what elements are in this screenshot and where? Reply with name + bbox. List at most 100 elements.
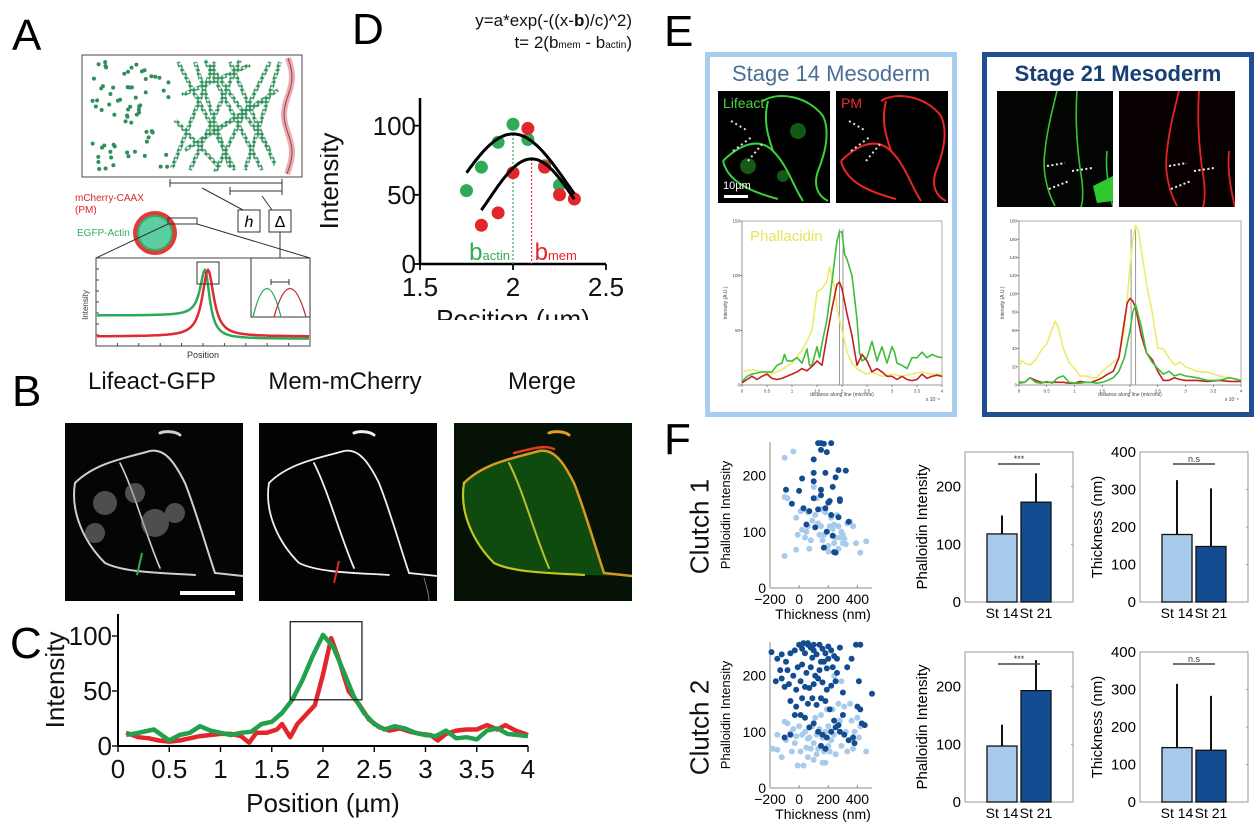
scatter-point-st-21 [809,695,816,702]
y-tick-label: 0 [758,780,766,796]
actin-monomer [96,62,101,67]
actin-monomer-dots [90,60,171,171]
y-axis-label: Intensity [40,632,70,729]
actin-filaments [170,59,282,173]
x-axis-label: Position (µm) [436,304,590,320]
scatter-point-st-21 [810,681,817,688]
actin-monomer [123,119,128,124]
scatter-point-st-21 [809,654,816,661]
bar-st-14 [1161,746,1193,803]
scatter-point-st-21 [803,669,810,676]
y-tick-label: 0 [1014,383,1017,388]
scatter-point-st-14 [838,742,845,749]
scatter-point-st-21 [832,549,839,556]
chart-f-clutch2-intensity-bars: 0 100 200 St 14 St 21 *** Phalloidin Intensity [914,651,1074,821]
actin-monomer [108,91,113,96]
actin-monomer [90,141,95,146]
scatter-point-st-14 [822,759,829,766]
panel-letter-b: B [12,367,42,416]
series-line-phallacidin [741,266,942,378]
scatter-point-st-21 [796,487,803,494]
significance-label: *** [1014,454,1025,464]
actin-monomer [111,142,116,147]
data-point-actin [506,117,520,131]
actin-monomer [93,104,98,109]
phallacidin-legend: Phallacidin [750,228,823,245]
plot-frame [1139,651,1249,803]
actin-monomer [164,152,169,157]
h-measure-bar [169,179,283,187]
category-label: St 21 [1195,805,1228,821]
x-tick-label: 4 [941,389,944,394]
micrograph-mem [259,423,437,601]
actin-monomer [126,154,131,159]
scatter-point-st-21 [800,640,807,647]
peak-inset-box [289,621,363,701]
y-tick-label: 400 [1111,444,1136,461]
actin-monomer [100,84,105,89]
category-label: St 21 [1195,605,1228,621]
category-label: St 14 [986,605,1019,621]
scatter-point-st-21 [834,655,840,662]
actin-monomer [132,149,137,154]
y-tick-label: 140 [1009,255,1017,260]
scatter-point-st-14 [854,714,861,721]
scatter-point-st-21 [818,658,824,665]
significance-label: *** [1014,654,1025,664]
scatter-point-st-14 [774,746,781,753]
actin-filament [208,63,272,152]
b-actin-label: bactin [469,239,510,266]
scatter-point-st-14 [807,537,814,544]
y-tick-label: 50 [735,328,741,333]
scatter-point-st-21 [793,686,800,693]
scatter-point-st-21 [828,440,835,447]
scatter-point-st-21 [800,505,807,512]
x-tick-label: 2 [841,389,844,394]
scatter-point-st-14 [851,728,858,735]
scatter-point-st-21 [793,703,800,710]
scatter-point-st-14 [831,521,838,528]
actin-monomer [90,98,95,103]
scatter-point-st-21 [845,737,852,744]
y-axis-label: Phalloidin Intensity [914,464,931,590]
scatter-point-st-14 [832,751,839,758]
scatter-point-st-14 [804,754,811,761]
scatter-point-st-21 [828,647,835,654]
actin-monomer [144,129,149,134]
scatter-point-st-14 [796,723,803,730]
category-label: St 14 [1161,805,1194,821]
y-tick-label: 0 [953,594,961,611]
actin-monomer [125,150,130,155]
scatter-point-st-14 [819,537,826,544]
stage21-box: Stage 21 Mesoderm 0 0.5 1 1.5 2 2.5 3 3.5 4 0 20 40… [982,52,1254,417]
actin-monomer [165,164,170,169]
delta-symbol: Δ [275,214,286,231]
scatter-point-st-14 [839,531,846,538]
x-tick-label: 2 [506,272,520,302]
actin-monomer [134,62,139,67]
scatter-point-st-21 [810,456,817,463]
scatter-point-st-14 [818,712,824,718]
scatter-point-st-21 [815,728,822,735]
x-tick-label: 3 [1184,389,1187,394]
scatter-point-st-14 [810,740,817,747]
actin-monomer [99,107,104,112]
series-line-lifeact [1018,304,1242,384]
bar-st-21 [1195,749,1227,803]
scatter-point-st-21 [850,734,857,741]
pm-label-line1: mCherry-CAAX [75,193,144,204]
stage21-pm-image [1119,91,1235,207]
scatter-point-st-21 [835,467,842,474]
scatter-point-st-14 [838,678,845,685]
bar-st-14 [986,745,1018,803]
scatter-point-st-21 [829,483,836,490]
x-tick-label: 3 [891,389,894,394]
profile-ylabel: Intensity [81,290,90,320]
scatter-point-st-21 [787,698,794,704]
thickness-equation: t= 2(bmem - bactin) [514,33,632,52]
scatter-point-st-21 [772,678,779,685]
actin-monomer [91,76,96,81]
micrograph-merge [454,423,632,601]
stage21-lifeact-image [997,91,1113,207]
scatter-point-st-21 [787,650,794,657]
